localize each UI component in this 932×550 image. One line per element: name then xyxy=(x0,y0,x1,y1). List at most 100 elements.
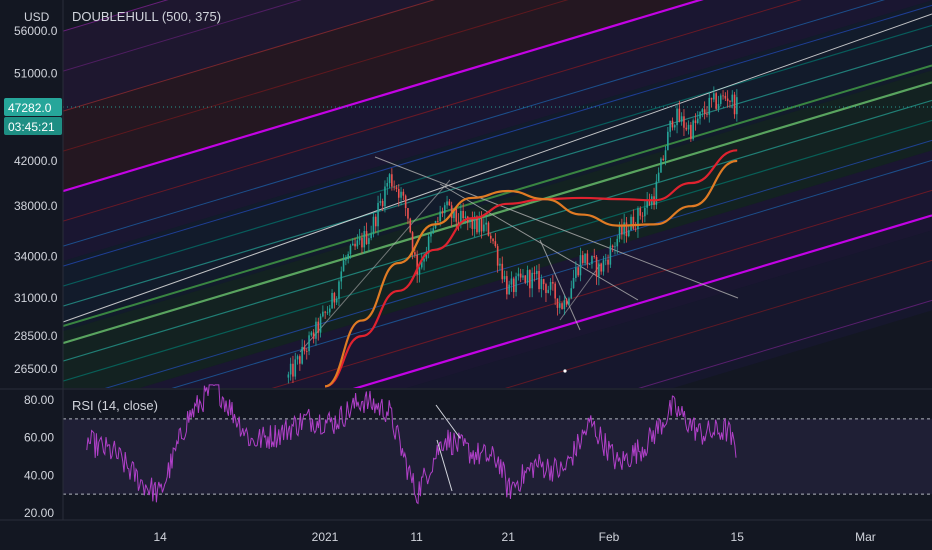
candle-body xyxy=(662,158,665,161)
channel-line xyxy=(271,189,932,388)
candle-body xyxy=(616,238,619,247)
channel-line xyxy=(63,0,436,112)
candle-body xyxy=(609,245,612,265)
trendlines xyxy=(62,13,932,373)
candle-body xyxy=(368,238,370,245)
time-tick-label: 21 xyxy=(502,530,516,544)
candle-body xyxy=(503,276,506,280)
candle-body xyxy=(722,95,724,97)
candle-body xyxy=(289,363,292,375)
candle-body xyxy=(540,279,543,290)
candle-body xyxy=(558,303,561,308)
time-tick-label: 11 xyxy=(410,530,423,544)
candle-body xyxy=(736,97,738,115)
candle-body xyxy=(455,208,458,222)
price-tick-label: 31000.0 xyxy=(14,291,58,305)
candle-body xyxy=(683,116,685,128)
rsi-band-fill xyxy=(63,418,932,495)
candle-body xyxy=(577,267,579,276)
candle-body xyxy=(595,257,598,277)
candle-body xyxy=(416,254,418,275)
candle-body xyxy=(391,174,393,187)
candle-body xyxy=(729,101,731,102)
candle-body xyxy=(604,259,607,261)
candle-body xyxy=(485,222,487,225)
candle-body xyxy=(664,150,667,161)
candle-body xyxy=(499,263,501,266)
candle-body xyxy=(570,288,573,299)
candle-body xyxy=(519,273,522,278)
candle-body xyxy=(673,125,676,128)
channel-line xyxy=(63,4,932,267)
candle-body xyxy=(655,181,658,205)
candle-body xyxy=(611,245,614,248)
time-tick-label: 15 xyxy=(731,530,745,544)
candle-body xyxy=(296,356,299,360)
channel-line xyxy=(171,159,932,388)
candle-body xyxy=(427,236,430,254)
candle-body xyxy=(308,335,310,352)
candle-body xyxy=(581,255,584,264)
channel-line xyxy=(504,259,932,388)
time-tick-label: 2021 xyxy=(312,530,339,544)
channel-line xyxy=(63,99,932,362)
candle-body xyxy=(294,359,297,377)
candle-body xyxy=(713,93,715,100)
countdown-value: 03:45:21 xyxy=(8,120,55,134)
channel-line xyxy=(63,0,302,72)
candle-body xyxy=(372,216,375,234)
candle-body xyxy=(494,241,497,247)
candle-body xyxy=(593,256,596,258)
candle-body xyxy=(460,210,462,225)
candle-body xyxy=(690,124,692,140)
candle-body xyxy=(726,98,729,102)
candle-body xyxy=(335,298,338,303)
channel-line xyxy=(638,299,932,388)
candle-body xyxy=(299,356,301,364)
candle-body xyxy=(361,237,363,248)
price-tick-label: 51000.0 xyxy=(14,66,58,80)
price-tick-label: 56000.0 xyxy=(14,24,58,38)
candle-body xyxy=(374,216,377,227)
candle-body xyxy=(462,210,464,219)
candle-body xyxy=(680,116,683,122)
price-tick-label: 38000.0 xyxy=(14,199,58,213)
candle-body xyxy=(641,215,644,217)
candle-body xyxy=(496,246,499,266)
candle-body xyxy=(437,221,439,222)
candle-body xyxy=(404,195,407,209)
moving-averages xyxy=(324,149,738,388)
candle-body xyxy=(545,284,547,293)
price-tick-label: 42000.0 xyxy=(14,154,58,168)
candle-body xyxy=(575,267,577,278)
candle-body xyxy=(322,311,324,317)
red-moving-average xyxy=(324,149,738,388)
rsi-trendline-b xyxy=(436,439,453,492)
candle-body xyxy=(669,120,671,132)
candle-body xyxy=(411,232,414,253)
rsi-pane xyxy=(0,384,932,505)
ascending-trendline xyxy=(299,179,451,353)
candle-body xyxy=(696,118,699,124)
channel-line xyxy=(63,44,932,307)
candle-body xyxy=(351,243,354,246)
candle-body xyxy=(379,200,382,203)
candle-body xyxy=(448,201,451,206)
rsi-trendline-a xyxy=(435,404,461,439)
candle-body xyxy=(331,293,333,309)
channel-line xyxy=(63,0,704,193)
candle-body xyxy=(710,97,713,100)
candle-body xyxy=(618,226,621,239)
candle-body xyxy=(565,300,568,305)
candle-body xyxy=(365,231,368,245)
price-tick-label: 28500.0 xyxy=(14,329,58,343)
candle-body xyxy=(409,218,412,233)
channel-band xyxy=(63,0,434,112)
candle-body xyxy=(326,312,329,314)
candle-body xyxy=(694,120,697,124)
channel-line xyxy=(63,0,569,152)
candle-body xyxy=(425,253,428,259)
candle-body xyxy=(370,233,372,239)
candle-body xyxy=(400,191,402,198)
